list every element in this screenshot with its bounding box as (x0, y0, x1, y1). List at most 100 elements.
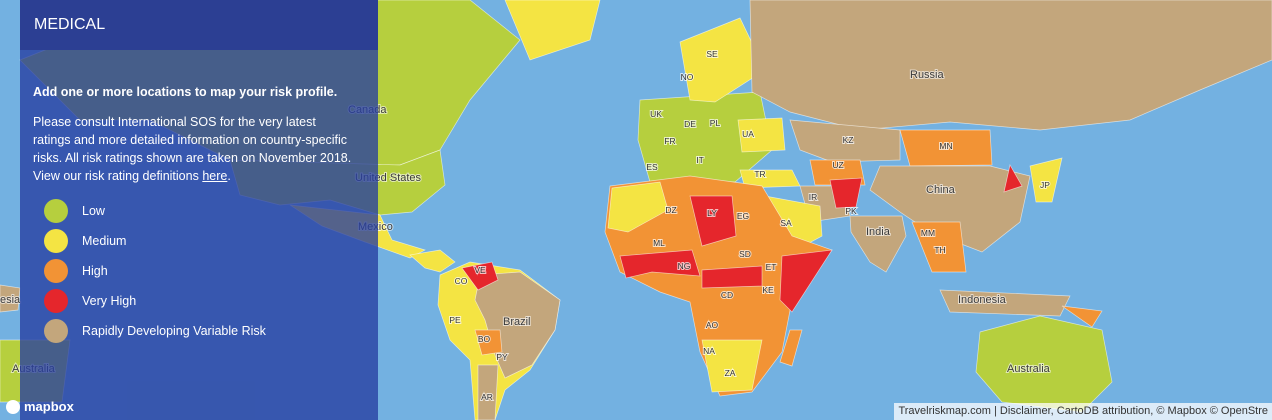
legend-label: Low (82, 204, 105, 218)
southeast-asia (911, 221, 967, 273)
panel-header (20, 0, 378, 50)
country-code: ML (653, 238, 665, 248)
argentina (477, 364, 499, 420)
country-code: MM (921, 228, 935, 238)
country-code: VE (474, 265, 486, 275)
country-code: BO (478, 334, 491, 344)
mapbox-logo[interactable]: mapbox (6, 399, 74, 414)
country-code: ES (646, 162, 658, 172)
country-code: PE (449, 315, 461, 325)
legend-item: High (44, 256, 266, 286)
attribution[interactable]: Travelriskmap.com | Disclaimer, CartoDB … (894, 403, 1272, 420)
legend-item: Low (44, 196, 266, 226)
bolivia (474, 329, 503, 356)
legend-swatch (44, 199, 68, 223)
map-label: India (866, 226, 891, 238)
map-label: Australia (1007, 363, 1051, 375)
map-label: Russia (910, 69, 945, 81)
papua (1061, 305, 1103, 328)
ukraine (737, 117, 786, 153)
greenland (504, 0, 601, 61)
country-code: SE (706, 49, 718, 59)
legend-label: Very High (82, 294, 137, 308)
country-code: KE (762, 285, 774, 295)
country-code: NG (678, 261, 691, 271)
legend-swatch (44, 319, 68, 343)
country-code: MN (939, 141, 952, 151)
country-code: JP (1040, 180, 1050, 190)
country-code: PK (845, 206, 857, 216)
country-code: TR (754, 169, 765, 179)
country-code: UK (650, 109, 662, 119)
china (869, 165, 1031, 253)
legend-swatch (44, 229, 68, 253)
southern-africa (701, 339, 763, 393)
definitions-link[interactable]: here (202, 169, 228, 183)
kazakhstan (789, 119, 901, 163)
country-code: IR (809, 192, 818, 202)
country-code: UA (742, 129, 754, 139)
panel-body: Please consult International SOS for the… (33, 113, 353, 185)
legend-item: Rapidly Developing Variable Risk (44, 316, 266, 346)
country-code: SD (739, 249, 751, 259)
india (849, 215, 907, 273)
legend-label: Medium (82, 234, 127, 248)
country-code: LY (707, 208, 717, 218)
country-code: EG (737, 211, 749, 221)
country-code: ZA (725, 368, 736, 378)
country-codes: SE NO UK DE PL UA FR IT ES TR KZ MN UZ IR PK JP DZ LY EG SA… (448, 48, 1051, 403)
country-code: UZ (832, 160, 843, 170)
country-code: PL (710, 118, 721, 128)
country-code: AR (481, 392, 493, 402)
legend-swatch (44, 289, 68, 313)
legend-label: High (82, 264, 108, 278)
map-label: esia (0, 294, 21, 306)
map-label: Brazil (503, 316, 531, 328)
legend-swatch (44, 259, 68, 283)
central-america (409, 249, 456, 273)
risk-panel: MEDICAL Add one or more locations to map… (20, 0, 378, 420)
country-code: DE (684, 119, 696, 129)
panel-title: MEDICAL (34, 16, 106, 33)
country-code: NA (703, 346, 715, 356)
somalia (779, 249, 833, 313)
country-code: KZ (843, 135, 854, 145)
country-code: PY (496, 352, 508, 362)
country-code: ET (766, 262, 777, 272)
legend-item: Medium (44, 226, 266, 256)
japan (1029, 157, 1063, 203)
scandinavia (679, 17, 766, 103)
country-code: NO (681, 72, 694, 82)
sudan (701, 265, 763, 289)
sahel (619, 249, 701, 279)
afghanistan (829, 177, 863, 209)
legend-item: Very High (44, 286, 266, 316)
australia (975, 315, 1113, 413)
body-text: Please consult International SOS for the… (33, 115, 352, 183)
country-code: SA (780, 218, 792, 228)
logo-text: mapbox (24, 399, 74, 414)
indonesia-west (0, 284, 21, 313)
panel-heading: Add one or more locations to map your ri… (33, 85, 338, 99)
indonesia (939, 289, 1071, 317)
country-code: CO (455, 276, 468, 286)
country-code: FR (664, 136, 675, 146)
country-code: AO (706, 320, 719, 330)
north-korea (1003, 164, 1023, 193)
country-code: IT (696, 155, 704, 165)
body-suffix: . (227, 169, 231, 183)
madagascar (779, 329, 803, 367)
venezuela (461, 261, 499, 291)
logo-icon (6, 399, 20, 414)
country-code: DZ (665, 205, 676, 215)
country-code: TH (934, 245, 945, 255)
libya (689, 195, 737, 247)
map-label: Indonesia (958, 294, 1007, 306)
legend-label: Rapidly Developing Variable Risk (82, 324, 266, 338)
country-code: CD (721, 290, 733, 300)
russia (749, 0, 1272, 131)
map-label: China (926, 184, 956, 196)
legend: Low Medium High Very High Rapidly Developing… (44, 196, 266, 346)
mongolia (899, 129, 993, 167)
